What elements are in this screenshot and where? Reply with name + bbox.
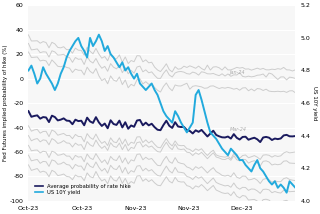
Text: Mar-24: Mar-24: [230, 127, 247, 132]
Text: Jan-24: Jan-24: [230, 70, 246, 75]
Y-axis label: US 10Y yield: US 10Y yield: [312, 86, 317, 120]
Legend: Average probability of rate hike, US 10Y yield: Average probability of rate hike, US 10Y…: [34, 183, 132, 196]
Y-axis label: Fed Futures implied probability of hike (%): Fed Futures implied probability of hike …: [3, 45, 8, 161]
